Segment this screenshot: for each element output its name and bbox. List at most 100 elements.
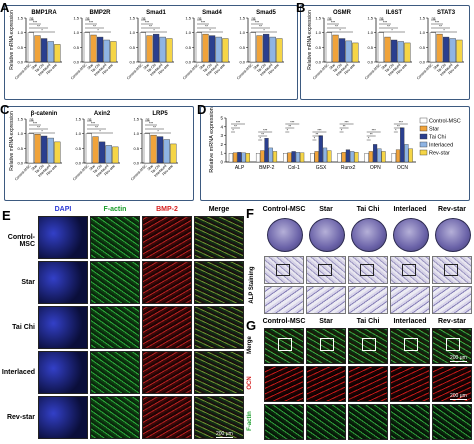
- f-zoom-box: [444, 264, 458, 276]
- f-culture-dish: [435, 218, 471, 252]
- g-micrograph: [348, 328, 388, 364]
- x-tick-label: Star: [89, 163, 97, 171]
- bar: [157, 136, 164, 164]
- x-tick-label: Control-MSC: [182, 63, 200, 81]
- bar: [97, 36, 104, 63]
- e-micrograph: [142, 216, 192, 259]
- chart-title: β-catenin: [31, 111, 58, 117]
- bar: [112, 146, 119, 164]
- legend-label: Rev-star: [429, 151, 450, 157]
- sig-label: ***: [290, 121, 295, 125]
- bar: [429, 32, 437, 63]
- legend-swatch: [419, 133, 428, 140]
- sig-label: *: [41, 130, 43, 134]
- y-tick-label: 1.0: [419, 30, 425, 35]
- bar: [54, 141, 61, 164]
- g-micrograph: [390, 404, 430, 440]
- f-micrograph: [264, 256, 304, 284]
- sig-label: **: [95, 126, 98, 130]
- sig-label: **: [37, 25, 40, 29]
- e-micrograph: [38, 351, 88, 394]
- y-axis-label: Relative mRNA expression: [9, 111, 15, 171]
- bar: [163, 139, 170, 164]
- g-row-label: F-actin: [247, 411, 253, 431]
- sig-label: *: [41, 29, 43, 33]
- g-micrograph: [306, 404, 346, 440]
- y-tick-label: 0.0: [73, 60, 79, 65]
- bar: [404, 144, 409, 163]
- sig-label: **: [343, 125, 346, 129]
- y-tick-label: 0.5: [73, 45, 79, 50]
- e-row-label: Rev-star: [6, 413, 35, 421]
- panel-f-alp-staining: Control-MSC Star Tai Chi Interlaced Rev-star…: [246, 206, 474, 318]
- bar: [249, 32, 257, 63]
- e-micrograph: [194, 216, 244, 259]
- x-tick-label: Star: [143, 62, 151, 70]
- sig-label: ns: [328, 17, 332, 21]
- bar: [310, 153, 315, 163]
- g-zoom-box: [446, 338, 460, 351]
- g-zoom-box: [362, 338, 376, 351]
- sig-label: **: [93, 25, 96, 29]
- panel-e-immunofluorescence: DAPI F-actin BMP-2 Merge Control-MSC Star Tai …: [0, 206, 246, 444]
- g-micrograph: [264, 404, 304, 440]
- panel-b-frame: [300, 5, 470, 100]
- x-tick-label: Control-MSC: [130, 164, 148, 182]
- e-micrograph: [194, 351, 244, 394]
- f-zoom-box: [360, 264, 374, 276]
- x-tick-label: Star: [147, 163, 155, 171]
- bar: [237, 152, 242, 163]
- bar: [47, 41, 54, 63]
- x-tick-label: Star: [199, 62, 207, 70]
- bar: [377, 32, 385, 63]
- y-tick-label: 1.5: [133, 117, 139, 122]
- x-tick-label: OPN: [370, 165, 381, 171]
- e-micrograph: [38, 261, 88, 304]
- g-micrograph: [264, 328, 304, 364]
- sig-label: ns: [30, 118, 34, 122]
- y-tick-label: 0.0: [239, 60, 245, 65]
- sig-label: *: [368, 137, 370, 141]
- e-micrograph: [142, 396, 192, 439]
- x-tick-label: Col-1: [288, 165, 300, 171]
- x-tick-label: Tai Chi: [34, 63, 45, 74]
- legend-label: Control-MSC: [429, 119, 461, 125]
- panel-label-a: A: [0, 0, 10, 15]
- g-zoom-box: [278, 338, 292, 351]
- y-tick-label: 2: [220, 142, 223, 147]
- bar: [85, 133, 93, 164]
- e-micrograph: [90, 396, 140, 439]
- legend-label: Tai Chi: [429, 135, 446, 141]
- bar: [272, 151, 278, 163]
- f-micrograph: [348, 286, 388, 314]
- f-column-header: Star: [319, 206, 333, 213]
- bar: [233, 152, 238, 163]
- g-micrograph: [390, 328, 430, 364]
- f-micrograph: [432, 286, 472, 314]
- y-tick-label: 0.5: [185, 45, 191, 50]
- f-micrograph: [390, 256, 430, 284]
- sig-label: *: [314, 137, 316, 141]
- g-column-header: Tai Chi: [356, 318, 380, 325]
- sig-label: ***: [383, 21, 388, 25]
- y-tick-label: 0.0: [133, 161, 139, 166]
- sig-label: ns: [432, 17, 436, 21]
- sig-label: *: [97, 29, 99, 33]
- sig-label: ns: [380, 17, 384, 21]
- y-tick-label: 1.5: [367, 16, 373, 21]
- y-tick-label: 0.5: [75, 146, 81, 151]
- chart-title: Smad4: [202, 10, 222, 16]
- sig-label: **: [439, 25, 442, 29]
- x-tick-label: Tai Chi: [256, 63, 267, 74]
- sig-label: **: [205, 25, 208, 29]
- sig-label: ***: [345, 121, 350, 125]
- bar: [300, 152, 305, 163]
- bar: [110, 41, 117, 63]
- sig-label: *: [395, 129, 397, 133]
- bar: [391, 39, 398, 63]
- f-zoom-box: [276, 264, 290, 276]
- bar: [264, 138, 269, 163]
- bar: [384, 36, 391, 63]
